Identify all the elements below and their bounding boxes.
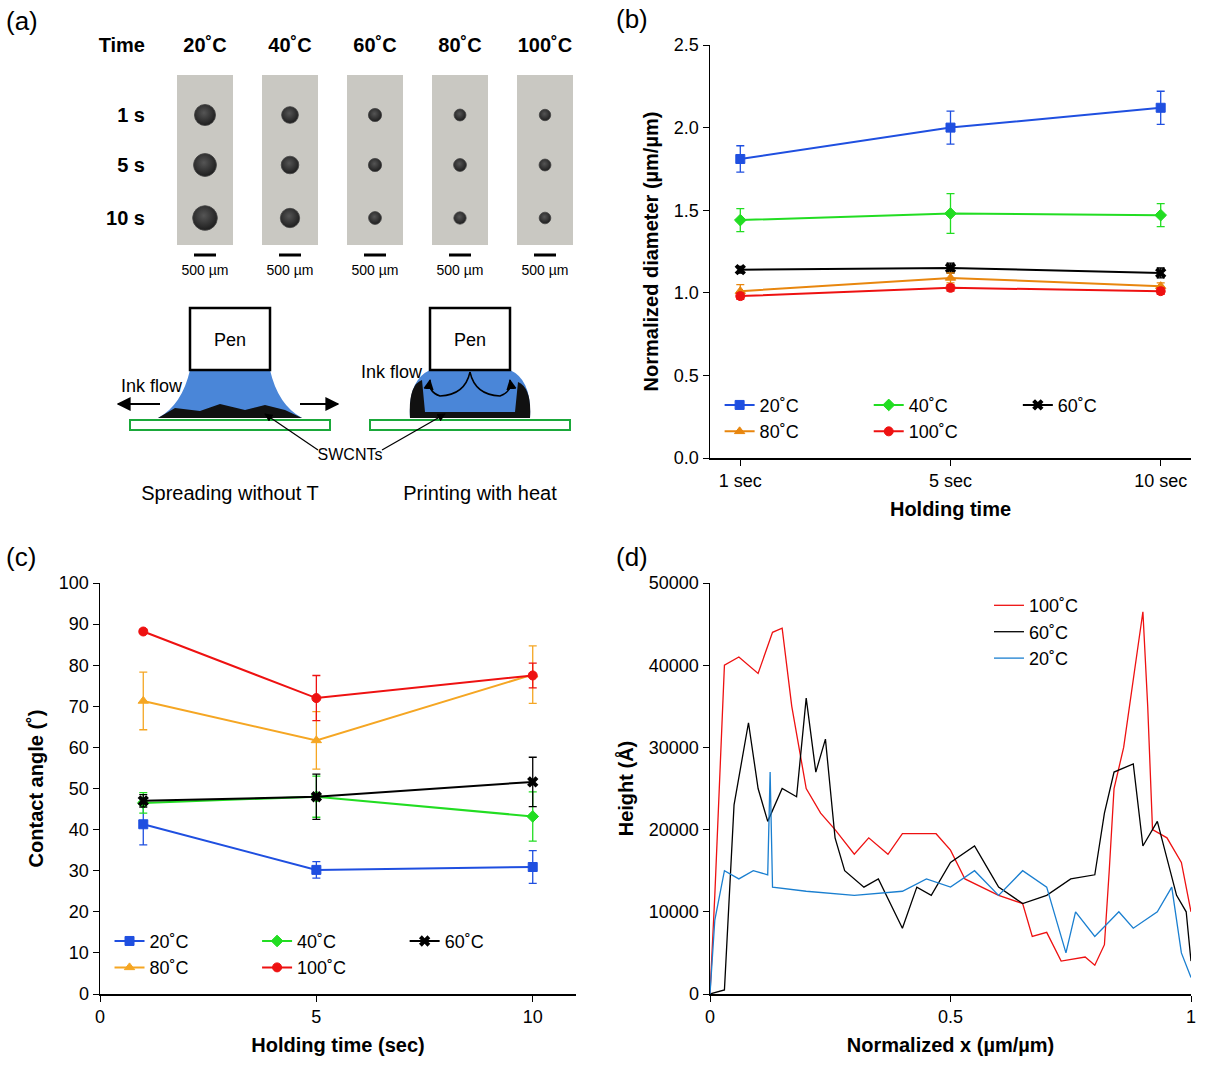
svg-text:60˚C: 60˚C <box>1029 623 1068 643</box>
svg-text:1: 1 <box>1186 1007 1196 1027</box>
svg-text:500 µm: 500 µm <box>182 262 229 278</box>
svg-text:(a): (a) <box>6 6 38 36</box>
svg-text:80˚C: 80˚C <box>150 958 189 978</box>
svg-text:40˚C: 40˚C <box>297 932 336 952</box>
svg-text:40000: 40000 <box>649 656 699 676</box>
svg-text:Time: Time <box>99 34 145 56</box>
svg-text:60˚C: 60˚C <box>353 34 396 56</box>
svg-text:Contact angle (˚): Contact angle (˚) <box>25 710 47 868</box>
svg-text:SWCNTs: SWCNTs <box>318 446 383 463</box>
svg-text:40: 40 <box>69 820 89 840</box>
svg-text:20˚C: 20˚C <box>760 396 799 416</box>
svg-text:1.0: 1.0 <box>674 283 699 303</box>
svg-text:Holding time (sec): Holding time (sec) <box>251 1034 424 1056</box>
html-text:(b): (b) <box>616 4 648 34</box>
svg-text:20˚C: 20˚C <box>150 932 189 952</box>
svg-text:100˚C: 100˚C <box>1029 596 1078 616</box>
svg-text:70: 70 <box>69 697 89 717</box>
svg-text:500 µm: 500 µm <box>522 262 569 278</box>
svg-text:5: 5 <box>311 1007 321 1027</box>
svg-text:2.5: 2.5 <box>674 35 699 55</box>
svg-text:0: 0 <box>705 1007 715 1027</box>
svg-text:Normalized diameter (µm/µm): Normalized diameter (µm/µm) <box>640 112 662 392</box>
svg-text:80˚C: 80˚C <box>760 422 799 442</box>
svg-text:100: 100 <box>59 573 89 593</box>
svg-text:40˚C: 40˚C <box>909 396 948 416</box>
svg-text:Printing with heat: Printing with heat <box>403 482 557 504</box>
svg-text:50000: 50000 <box>649 573 699 593</box>
svg-text:30000: 30000 <box>649 738 699 758</box>
svg-text:10000: 10000 <box>649 902 699 922</box>
svg-text:5 s: 5 s <box>117 154 145 176</box>
svg-text:0.0: 0.0 <box>674 448 699 468</box>
svg-text:1.5: 1.5 <box>674 201 699 221</box>
svg-text:0: 0 <box>95 1007 105 1027</box>
svg-text:60˚C: 60˚C <box>1058 396 1097 416</box>
svg-text:10: 10 <box>69 943 89 963</box>
svg-text:Ink flow: Ink flow <box>121 376 183 396</box>
svg-text:40˚C: 40˚C <box>268 34 311 56</box>
svg-text:10 sec: 10 sec <box>1134 471 1187 491</box>
svg-text:100˚C: 100˚C <box>297 958 346 978</box>
html-text:(d): (d) <box>616 542 648 572</box>
svg-text:2.0: 2.0 <box>674 118 699 138</box>
svg-text:5 sec: 5 sec <box>929 471 972 491</box>
svg-text:Pen: Pen <box>214 330 246 350</box>
svg-text:500 µm: 500 µm <box>437 262 484 278</box>
svg-text:0.5: 0.5 <box>674 366 699 386</box>
svg-text:100˚C: 100˚C <box>518 34 572 56</box>
svg-text:60: 60 <box>69 738 89 758</box>
svg-text:Spreading without T: Spreading without T <box>141 482 319 504</box>
svg-text:30: 30 <box>69 861 89 881</box>
svg-text:80: 80 <box>69 656 89 676</box>
svg-text:Height (Å): Height (Å) <box>614 741 637 837</box>
html-text:(c): (c) <box>6 542 37 572</box>
svg-text:500 µm: 500 µm <box>267 262 314 278</box>
svg-text:500 µm: 500 µm <box>352 262 399 278</box>
svg-text:60˚C: 60˚C <box>445 932 484 952</box>
svg-text:20˚C: 20˚C <box>183 34 226 56</box>
svg-text:10: 10 <box>523 1007 543 1027</box>
svg-text:Pen: Pen <box>454 330 486 350</box>
svg-text:20˚C: 20˚C <box>1029 649 1068 669</box>
svg-text:100˚C: 100˚C <box>909 422 958 442</box>
svg-text:Holding time: Holding time <box>890 498 1011 520</box>
svg-text:1 sec: 1 sec <box>719 471 762 491</box>
svg-text:50: 50 <box>69 779 89 799</box>
svg-text:Ink flow: Ink flow <box>361 362 423 382</box>
svg-text:0: 0 <box>689 984 699 1004</box>
svg-text:0: 0 <box>79 984 89 1004</box>
svg-text:90: 90 <box>69 614 89 634</box>
svg-text:10 s: 10 s <box>106 207 145 229</box>
svg-text:20: 20 <box>69 902 89 922</box>
svg-text:80˚C: 80˚C <box>438 34 481 56</box>
svg-text:1 s: 1 s <box>117 104 145 126</box>
svg-text:0.5: 0.5 <box>938 1007 963 1027</box>
svg-text:Normalized x (µm/µm): Normalized x (µm/µm) <box>847 1034 1055 1056</box>
svg-text:20000: 20000 <box>649 820 699 840</box>
